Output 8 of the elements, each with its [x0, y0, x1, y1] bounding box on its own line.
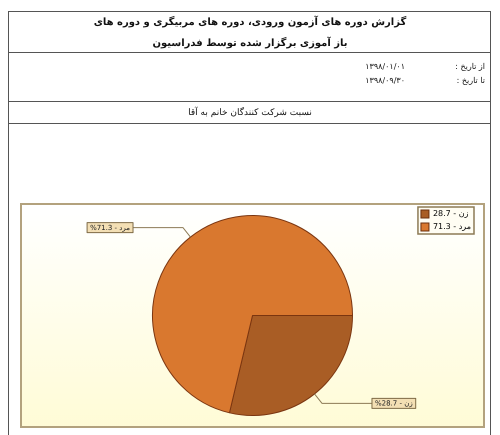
text: ۱۳۹۸/۰۹/۳۰: [365, 75, 405, 87]
text: ۱۳۹۸/۰۱/۰۱: [365, 61, 405, 73]
text: از تاریخ :: [455, 61, 485, 73]
chart-subtitle: نسبت شرکت کنندگان خانم به آقا: [187, 106, 313, 120]
chart-title: گزارش دوره های آزمون ورودی، دوره های مربیگری و دوره های باز آموزی برگزار شده توسط فدراسیون: [93, 14, 407, 51]
text: تا تاریخ :: [456, 75, 485, 87]
legend-label: زن - 28.7: [432, 209, 469, 218]
legend-label: مرد - 71.3: [432, 222, 471, 232]
